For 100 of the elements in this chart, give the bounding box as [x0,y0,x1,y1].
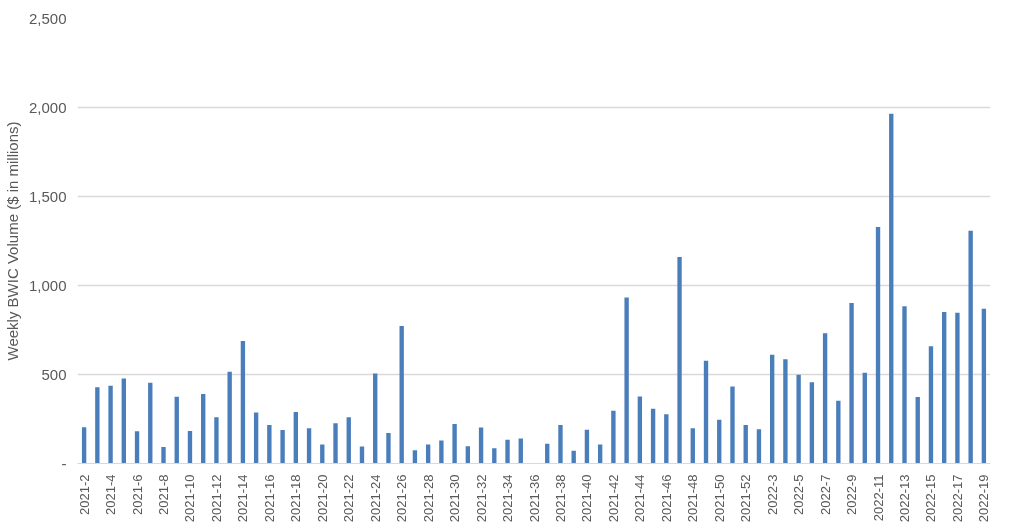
y-tick-label: 1,000 [28,276,67,294]
bar [214,417,219,464]
x-tick-label: 2021-10 [182,474,198,523]
x-tick-label: 2021-34 [500,474,516,523]
bar [769,354,775,464]
bar [333,423,338,464]
bar [425,444,431,464]
bar [955,312,960,464]
bar [399,326,404,464]
bar [836,400,841,464]
bar [465,446,471,464]
bar [981,308,987,464]
bar [558,425,563,464]
bar [942,312,947,464]
bar [439,440,444,464]
bar [875,226,881,464]
x-tick-label: 2021-26 [394,474,410,523]
bar [822,333,828,464]
bar [928,346,934,464]
x-tick-label: 2021-28 [420,474,436,523]
x-tick-label: 2022-3 [764,474,780,515]
x-tick-label: 2021-44 [632,474,648,523]
bar [637,396,643,464]
bar [95,387,100,464]
x-tick-label: 2022-7 [817,474,833,515]
x-tick-label: 2021-30 [447,474,463,523]
x-tick-label: 2021-8 [156,474,172,515]
bar [240,341,246,464]
x-tick-label: 2022-5 [791,474,807,515]
bar [597,444,603,464]
bar [624,297,629,464]
bar [743,425,748,464]
x-tick-label: 2021-22 [341,474,357,523]
x-tick-label: 2021-16 [261,474,277,523]
bar [161,446,166,464]
bar [227,371,232,464]
bar [267,425,272,464]
x-tick-label: 2021-2 [76,474,92,515]
bar [134,431,140,464]
bar [81,427,87,464]
bar [505,439,510,464]
bar [293,411,299,464]
x-tick-label: 2021-18 [288,474,304,523]
bar [690,428,695,464]
bar [174,396,179,464]
y-tick-label: 500 [41,365,67,383]
bar [650,408,656,464]
x-tick-label: 2021-14 [235,474,251,523]
x-tick-label: 2021-38 [552,474,568,523]
x-tick-label: 2021-24 [367,474,383,523]
bar [386,433,391,464]
x-tick-label: 2021-46 [658,474,674,523]
bar [862,372,867,464]
x-tick-label: 2021-6 [129,474,145,515]
bar [809,382,815,464]
x-tick-label: 2022-9 [844,474,860,515]
x-tick-label: 2021-12 [208,474,224,523]
bar [849,303,854,464]
x-tick-label: 2022-13 [896,474,912,523]
bar [346,417,351,464]
bar [148,382,153,464]
bar [492,448,497,464]
y-tick-label: 2,500 [28,9,67,27]
bar [187,430,193,464]
y-tick-label: - [61,454,67,472]
x-tick-label: 2021-50 [711,474,727,523]
bar [677,257,682,464]
bar [611,410,616,464]
bar [452,423,457,464]
x-tick-label: 2021-42 [605,474,621,523]
x-tick-label: 2022-19 [976,474,992,523]
x-tick-label: 2021-40 [579,474,595,523]
x-tick-label: 2021-32 [473,474,489,523]
y-axis-title: Weekly BWIC Volume ($ in millions) [3,121,21,361]
bar [320,444,325,464]
bar [730,386,735,464]
bar [121,378,126,464]
x-tick-label: 2021-48 [685,474,701,523]
bar [796,374,801,464]
bar [253,412,259,464]
bar [968,230,973,464]
y-tick-label: 2,000 [28,98,67,116]
bar [915,397,920,464]
bar [280,430,285,464]
bar [201,393,206,464]
bar [783,359,788,464]
bar [756,429,762,464]
bar [518,438,523,464]
bar [717,419,722,464]
x-tick-label: 2021-52 [738,474,754,523]
bar [889,113,894,464]
bar [306,428,312,464]
bar [703,360,709,464]
x-tick-label: 2021-4 [103,474,119,515]
bar [108,385,113,464]
bar [412,450,418,464]
bar [664,414,669,464]
x-tick-label: 2022-17 [949,474,965,523]
x-tick-label: 2021-20 [314,474,330,523]
x-tick-label: 2021-36 [526,474,542,523]
